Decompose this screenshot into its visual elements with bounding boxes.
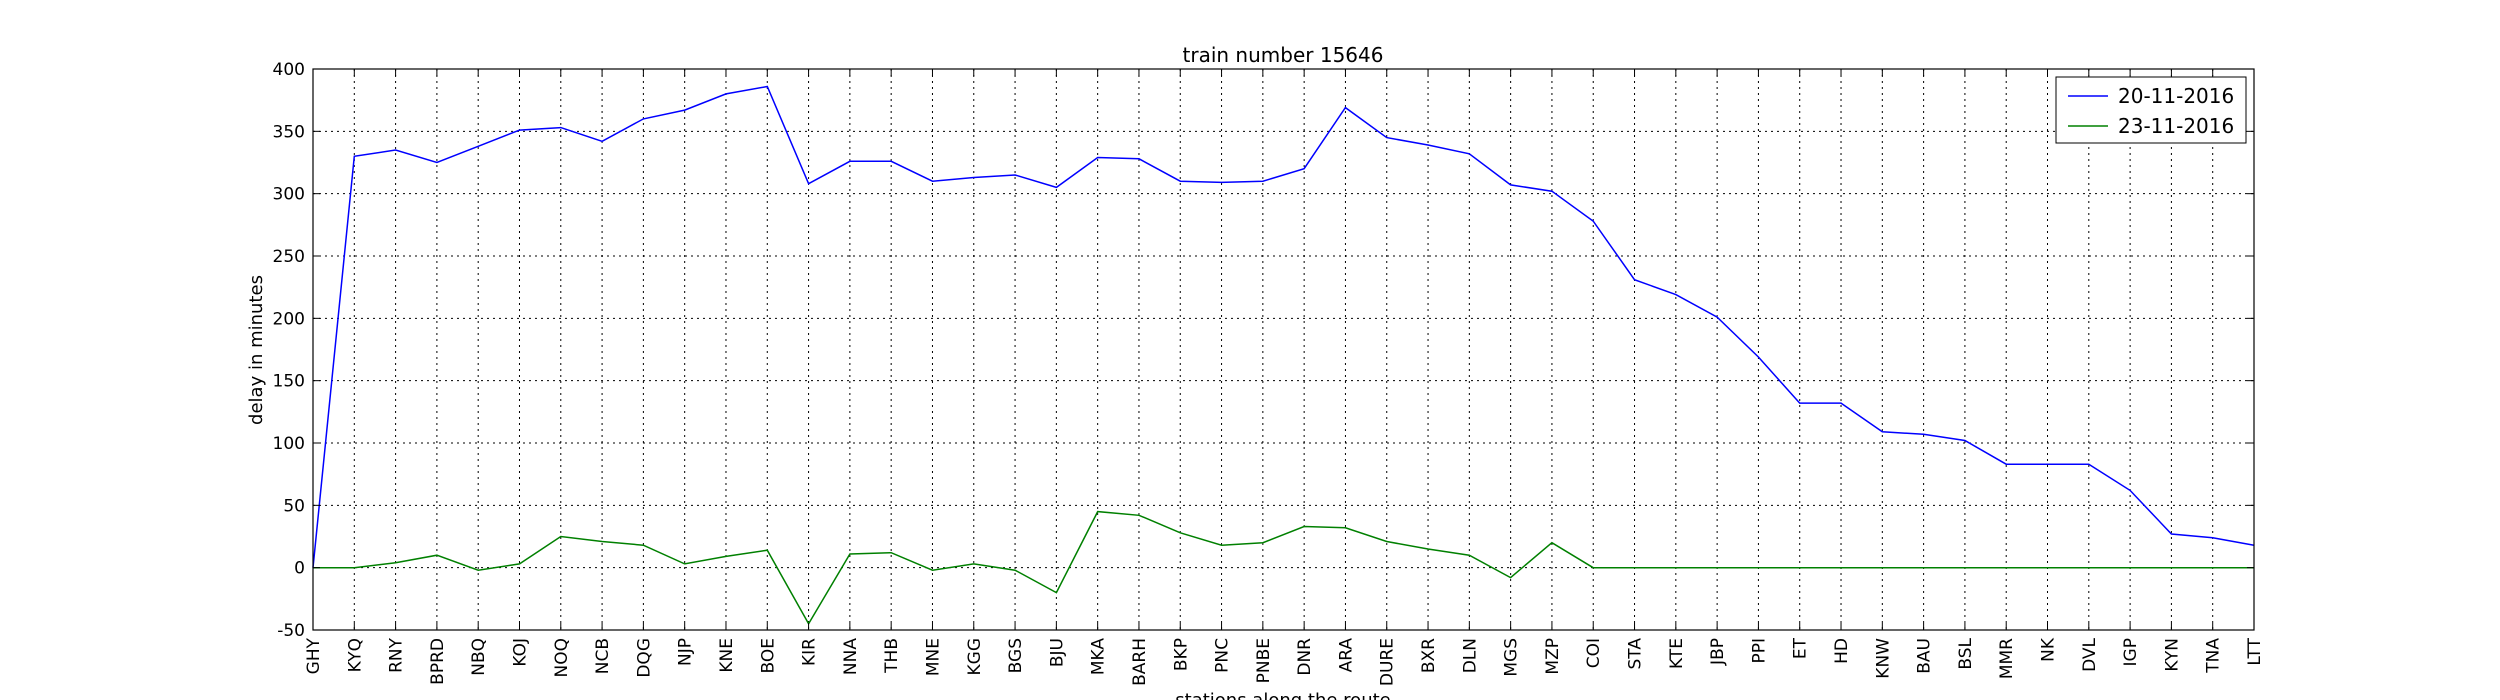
x-tick-label: MMR <box>1997 638 2017 679</box>
legend-label-series-1: 20-11-2016 <box>2118 84 2234 108</box>
x-tick-label: LTT <box>2245 637 2265 665</box>
y-tick-label: 100 <box>273 434 305 454</box>
chart-title: train number 15646 <box>1183 43 1384 67</box>
x-tick-label: BPRD <box>428 638 448 685</box>
x-tick-label: ARA <box>1336 638 1356 673</box>
series-line-2 <box>313 510 2254 626</box>
x-tick-label: BOE <box>758 638 778 674</box>
y-tick-label: 0 <box>294 559 305 579</box>
x-tick-label: PNBE <box>1254 638 1274 683</box>
x-tick-label: BGS <box>1006 638 1026 673</box>
x-tick-label: KTE <box>1667 638 1687 669</box>
x-tick-label: BXR <box>1419 638 1439 673</box>
x-tick-label: HD <box>1832 638 1852 664</box>
x-tick-label: KOJ <box>510 638 530 667</box>
x-tick-label: KNE <box>717 638 737 673</box>
x-tick-label: BSL <box>1956 637 1976 669</box>
x-tick-label: MNE <box>923 638 943 676</box>
y-tick-label: 200 <box>273 309 305 329</box>
x-tick-label: KNW <box>1873 638 1893 679</box>
y-tick-label: -50 <box>277 621 305 641</box>
x-tick-label: BAU <box>1915 638 1935 674</box>
x-tick-label: GHY <box>304 637 324 674</box>
x-tick-label: ET <box>1791 637 1811 659</box>
series-line-1 <box>312 85 2255 568</box>
y-axis-label: delay in minutes <box>246 275 267 425</box>
x-tick-label: COI <box>1584 638 1604 668</box>
x-tick-label: DLN <box>1460 638 1480 673</box>
x-tick-label: NBQ <box>469 638 489 676</box>
legend-label-series-2: 23-11-2016 <box>2118 114 2234 138</box>
plot-frame <box>312 68 2255 631</box>
x-tick-label: KYN <box>2162 638 2182 672</box>
x-tick-label: TNA <box>2204 638 2224 674</box>
legend-box <box>2055 76 2247 144</box>
x-tick-label: PNC <box>1213 638 1233 673</box>
x-axis-label: stations along the route <box>1175 690 1390 700</box>
plot-background <box>313 69 2254 630</box>
x-tick-label: BARH <box>1130 638 1150 686</box>
x-tick-label: PPI <box>1749 638 1769 664</box>
y-tick-label: 350 <box>273 122 305 142</box>
x-tick-label: DQG <box>634 638 654 678</box>
x-tick-label: MKA <box>1089 638 1109 676</box>
x-tick-label: KIR <box>800 638 820 666</box>
x-tick-label: NCB <box>593 638 613 674</box>
x-tick-labels: GHY KYQ RNY BPRD NBQ KOJ NOQ NCB DQG NJP KNE BOE KIR… <box>304 637 2265 686</box>
x-tick-label: JBP <box>1708 638 1728 666</box>
x-tick-label: KYQ <box>345 638 365 672</box>
x-tick-label: NNA <box>841 638 861 675</box>
axis-ticks <box>312 68 2255 631</box>
x-tick-label: THB <box>882 638 902 674</box>
x-tick-label: IGP <box>2121 638 2141 666</box>
x-tick-label: NK <box>2039 637 2059 662</box>
y-tick-label: 250 <box>273 247 305 267</box>
legend: 20-11-2016 23-11-2016 <box>2055 76 2247 144</box>
y-tick-label: 400 <box>273 60 305 80</box>
x-tick-label: MGS <box>1502 638 1522 677</box>
x-tick-label: DVL <box>2080 637 2100 671</box>
x-tick-label: NJP <box>676 638 696 666</box>
x-tick-label: DNR <box>1295 638 1315 676</box>
y-tick-label: 50 <box>283 496 305 516</box>
x-tick-label: BJU <box>1047 638 1067 667</box>
x-tick-label: DURE <box>1378 638 1398 686</box>
x-tick-label: RNY <box>387 637 407 673</box>
x-tick-label: KGG <box>965 638 985 676</box>
x-tick-label: STA <box>1626 638 1646 670</box>
x-tick-label: NOQ <box>552 638 572 677</box>
series-layer <box>312 85 2255 626</box>
y-tick-label: 150 <box>273 372 305 392</box>
x-tick-label: MZP <box>1543 638 1563 675</box>
x-tick-label: BKP <box>1171 638 1191 671</box>
y-tick-labels: -50 0 50 100 150 200 250 300 350 400 <box>273 60 305 641</box>
y-tick-label: 300 <box>273 185 305 205</box>
